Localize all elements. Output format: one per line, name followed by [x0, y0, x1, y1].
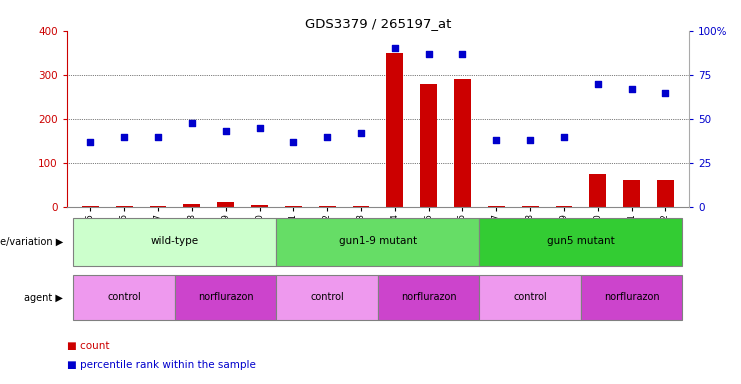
- Text: gun1-9 mutant: gun1-9 mutant: [339, 236, 417, 246]
- Bar: [82, 206, 99, 207]
- Bar: [276, 218, 479, 266]
- Bar: [150, 206, 167, 207]
- Bar: [73, 218, 276, 266]
- Point: [322, 134, 333, 140]
- Bar: [488, 206, 505, 207]
- Point: [422, 51, 434, 57]
- Point: [253, 125, 265, 131]
- Point: [389, 45, 401, 51]
- Bar: [479, 218, 682, 266]
- Bar: [623, 180, 640, 207]
- Point: [558, 134, 570, 140]
- Point: [625, 86, 637, 92]
- Point: [491, 137, 502, 143]
- Point: [659, 89, 671, 96]
- Bar: [73, 275, 175, 320]
- Text: genotype/variation ▶: genotype/variation ▶: [0, 237, 63, 247]
- Bar: [116, 206, 133, 207]
- Bar: [479, 275, 581, 320]
- Bar: [217, 202, 234, 207]
- Text: ■ percentile rank within the sample: ■ percentile rank within the sample: [67, 360, 256, 370]
- Point: [152, 134, 164, 140]
- Bar: [319, 206, 336, 207]
- Text: norflurazon: norflurazon: [401, 291, 456, 301]
- Text: agent ▶: agent ▶: [24, 293, 63, 303]
- Text: wild-type: wild-type: [151, 236, 199, 246]
- Title: GDS3379 / 265197_at: GDS3379 / 265197_at: [305, 17, 451, 30]
- Point: [288, 139, 299, 145]
- Bar: [657, 180, 674, 207]
- Bar: [378, 275, 479, 320]
- Bar: [581, 275, 682, 320]
- Bar: [251, 205, 268, 207]
- Bar: [556, 206, 573, 207]
- Bar: [285, 206, 302, 207]
- Point: [119, 134, 130, 140]
- Text: norflurazon: norflurazon: [198, 291, 253, 301]
- Bar: [589, 174, 606, 207]
- Bar: [353, 206, 370, 207]
- Text: control: control: [514, 291, 547, 301]
- Bar: [420, 84, 437, 207]
- Text: gun5 mutant: gun5 mutant: [547, 236, 615, 246]
- Point: [355, 130, 367, 136]
- Bar: [184, 204, 200, 207]
- Point: [220, 128, 232, 134]
- Bar: [454, 79, 471, 207]
- Point: [456, 51, 468, 57]
- Text: control: control: [310, 291, 344, 301]
- Point: [524, 137, 536, 143]
- Point: [84, 139, 96, 145]
- Point: [592, 81, 604, 87]
- Text: ■ count: ■ count: [67, 341, 109, 351]
- Bar: [175, 275, 276, 320]
- Bar: [276, 275, 378, 320]
- Text: norflurazon: norflurazon: [604, 291, 659, 301]
- Point: [186, 119, 198, 126]
- Bar: [386, 53, 403, 207]
- Text: control: control: [107, 291, 141, 301]
- Bar: [522, 206, 539, 207]
